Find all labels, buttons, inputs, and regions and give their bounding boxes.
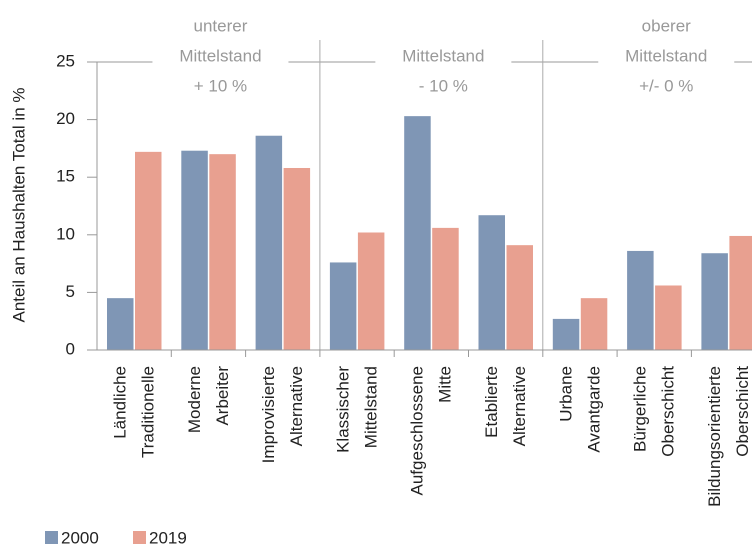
legend-label: 2000 xyxy=(61,528,99,547)
x-tick-label: Avantgarde xyxy=(584,366,603,453)
x-tick-label: Urbane xyxy=(556,366,575,422)
x-tick-label: Bürgerliche xyxy=(631,366,650,452)
bar xyxy=(255,135,283,350)
bar xyxy=(580,298,608,350)
bar xyxy=(655,285,682,350)
group-label: Mittelstand xyxy=(402,46,484,65)
bar xyxy=(432,227,459,350)
bar xyxy=(209,154,236,350)
bar xyxy=(107,298,134,350)
x-tick-label: Alternative xyxy=(287,366,306,446)
label-bg xyxy=(375,45,512,69)
x-tick-label: Ländliche xyxy=(110,366,129,439)
y-tick-label: 15 xyxy=(56,167,75,186)
bar xyxy=(357,232,385,350)
x-tick-label: Improvisierte xyxy=(259,366,278,463)
x-tick-label: Aufgeschlossene xyxy=(408,366,427,495)
group-label: unterer xyxy=(194,16,248,35)
group-label: +/- 0 % xyxy=(639,76,693,95)
group-label: oberer xyxy=(642,16,691,35)
legend-swatch xyxy=(133,531,146,544)
x-tick-label: Mittelstand xyxy=(361,366,380,448)
x-tick-label: Oberschicht xyxy=(659,366,678,457)
x-tick-label: Alternative xyxy=(510,366,529,446)
bar xyxy=(478,215,505,350)
bar xyxy=(404,116,431,350)
y-tick-label: 10 xyxy=(56,224,75,243)
bar xyxy=(506,245,533,350)
bar xyxy=(627,250,654,350)
group-label: Mittelstand xyxy=(625,46,707,65)
label-bg xyxy=(152,45,289,69)
group-label: - 10 % xyxy=(419,76,468,95)
y-tick-label: 25 xyxy=(56,51,75,70)
y-tick-label: 0 xyxy=(66,339,75,358)
x-tick-label: Oberschicht xyxy=(733,366,752,457)
y-tick-label: 5 xyxy=(66,282,75,301)
bar xyxy=(701,253,728,350)
bar xyxy=(283,167,311,350)
bar xyxy=(181,150,208,350)
label-bg xyxy=(598,45,735,69)
bar xyxy=(729,235,752,350)
x-tick-label: Bildungsorientierte xyxy=(705,366,724,507)
x-tick-label: Klassischer xyxy=(333,366,352,453)
y-tick-label: 20 xyxy=(56,109,75,128)
legend-label: 2019 xyxy=(149,528,187,547)
y-axis-label: Anteil an Haushalten Total in % xyxy=(9,87,28,322)
x-tick-label: Traditionelle xyxy=(138,366,157,458)
x-tick-label: Etablierte xyxy=(482,366,501,438)
x-tick-label: Arbeiter xyxy=(213,366,232,426)
bar xyxy=(329,262,357,350)
bar xyxy=(135,151,162,350)
x-tick-label: Mitte xyxy=(436,366,455,403)
x-tick-label: Moderne xyxy=(185,366,204,433)
bar xyxy=(552,318,580,350)
group-label: + 10 % xyxy=(194,76,247,95)
group-label: Mittelstand xyxy=(179,46,261,65)
legend-swatch xyxy=(45,531,58,544)
